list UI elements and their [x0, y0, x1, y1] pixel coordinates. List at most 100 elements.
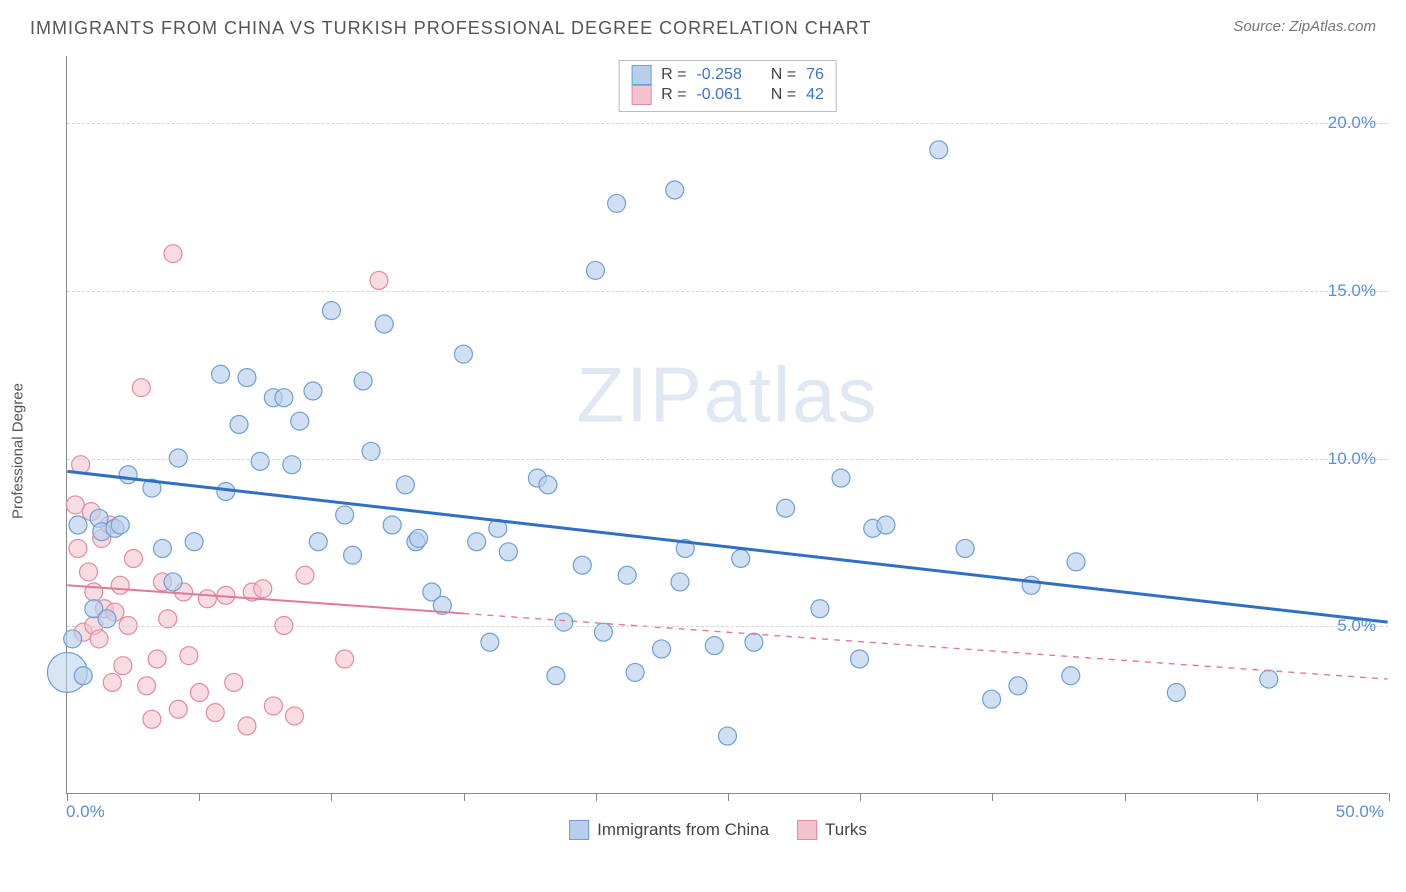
scatter-point [291, 412, 309, 430]
scatter-point [468, 533, 486, 551]
scatter-point [212, 365, 230, 383]
scatter-point [1167, 684, 1185, 702]
scatter-point [169, 700, 187, 718]
scatter-point [159, 610, 177, 628]
y-tick-label: 5.0% [1337, 616, 1376, 636]
trend-line [463, 613, 1387, 679]
scatter-point [732, 550, 750, 568]
scatter-point [354, 372, 372, 390]
n-value-turks: 42 [806, 86, 824, 104]
scatter-point [206, 704, 224, 722]
x-tick [1125, 793, 1126, 801]
y-axis-label: Professional Degree [10, 383, 27, 519]
scatter-point [555, 613, 573, 631]
scatter-point [1022, 576, 1040, 594]
scatter-point [114, 657, 132, 675]
scatter-point [111, 576, 129, 594]
scatter-point [69, 516, 87, 534]
scatter-point [103, 673, 121, 691]
scatter-point [375, 315, 393, 333]
scatter-point [148, 650, 166, 668]
scatter-point [138, 677, 156, 695]
x-tick [728, 793, 729, 801]
scatter-point [190, 684, 208, 702]
scatter-point [304, 382, 322, 400]
scatter-point [143, 710, 161, 728]
legend-label-turks: Turks [825, 820, 867, 840]
r-value-turks: -0.061 [696, 86, 741, 104]
source-prefix: Source: [1233, 18, 1289, 35]
scatter-point [285, 707, 303, 725]
scatter-point [275, 389, 293, 407]
x-tick [199, 793, 200, 801]
scatter-point [777, 499, 795, 517]
swatch-china [631, 65, 651, 85]
scatter-point [336, 506, 354, 524]
x-tick [596, 793, 597, 801]
scatter-point [930, 141, 948, 159]
x-tick [992, 793, 993, 801]
scatter-point [745, 633, 763, 651]
scatter-point [111, 516, 129, 534]
scatter-point [671, 573, 689, 591]
legend-item-turks: Turks [797, 820, 867, 840]
legend-row-turks: R = -0.061 N = 42 [631, 85, 824, 105]
scatter-point [653, 640, 671, 658]
r-value-china: -0.258 [696, 66, 741, 84]
scatter-point [454, 345, 472, 363]
scatter-point [344, 546, 362, 564]
r-label: R = [661, 66, 686, 84]
scatter-point [90, 630, 108, 648]
y-tick-label: 10.0% [1328, 449, 1376, 469]
swatch-turks-icon [797, 820, 817, 840]
scatter-point [251, 452, 269, 470]
gridline-h [67, 123, 1388, 124]
scatter-point [119, 466, 137, 484]
scatter-point [608, 194, 626, 212]
scatter-point [547, 667, 565, 685]
scatter-point [164, 573, 182, 591]
scatter-point [983, 690, 1001, 708]
scatter-point [618, 566, 636, 584]
scatter-point [396, 476, 414, 494]
scatter-point [180, 647, 198, 665]
swatch-china-icon [569, 820, 589, 840]
scatter-point [238, 369, 256, 387]
scatter-point [198, 590, 216, 608]
gridline-h [67, 291, 1388, 292]
gridline-h [67, 459, 1388, 460]
source-name: ZipAtlas.com [1289, 18, 1376, 35]
scatter-point [264, 697, 282, 715]
source-attribution: Source: ZipAtlas.com [1233, 18, 1376, 35]
scatter-point [124, 550, 142, 568]
legend-item-china: Immigrants from China [569, 820, 769, 840]
correlation-legend: R = -0.258 N = 76 R = -0.061 N = 42 [618, 60, 837, 112]
scatter-point [539, 476, 557, 494]
plot-svg [67, 56, 1388, 793]
y-tick-label: 20.0% [1328, 113, 1376, 133]
scatter-point [811, 600, 829, 618]
x-axis-start-label: 0.0% [66, 802, 105, 822]
scatter-point [153, 539, 171, 557]
scatter-point [370, 271, 388, 289]
scatter-point [85, 583, 103, 601]
n-label: N = [771, 86, 796, 104]
x-tick [1257, 793, 1258, 801]
scatter-point [481, 633, 499, 651]
scatter-point [1260, 670, 1278, 688]
n-value-china: 76 [806, 66, 824, 84]
scatter-point [1062, 667, 1080, 685]
scatter-point [80, 563, 98, 581]
scatter-point [230, 416, 248, 434]
x-tick [464, 793, 465, 801]
scatter-point [254, 580, 272, 598]
gridline-h [67, 626, 1388, 627]
scatter-point [573, 556, 591, 574]
scatter-point [1009, 677, 1027, 695]
series-legend: Immigrants from China Turks [569, 820, 867, 840]
scatter-point [586, 261, 604, 279]
x-axis-end-label: 50.0% [1336, 802, 1384, 822]
scatter-point [956, 539, 974, 557]
scatter-point [296, 566, 314, 584]
scatter-point [336, 650, 354, 668]
